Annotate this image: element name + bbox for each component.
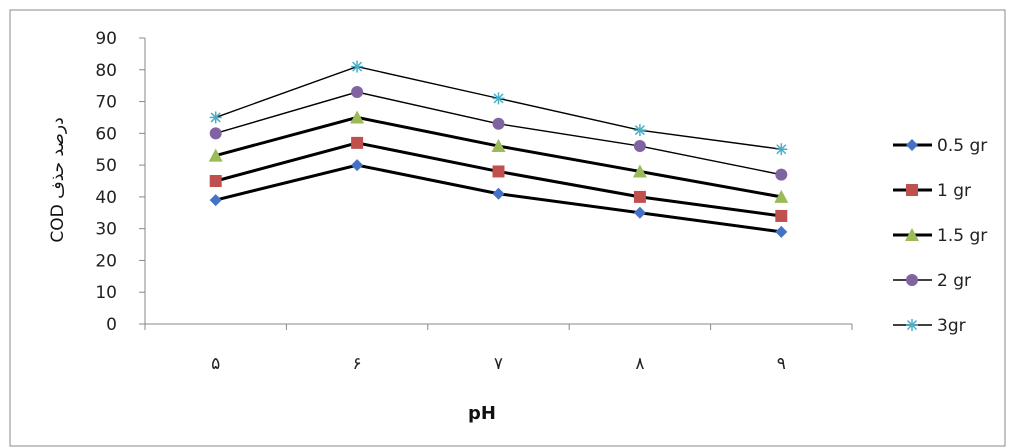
x-tick-label: ۸ — [635, 354, 644, 374]
data-point — [351, 136, 364, 149]
legend-marker — [906, 274, 918, 286]
data-point — [351, 60, 364, 73]
data-point — [775, 225, 788, 238]
data-point — [351, 86, 364, 99]
legend-label: 0.5 gr — [937, 136, 987, 156]
data-point — [209, 194, 222, 207]
series-3 — [208, 110, 789, 203]
legend-marker — [905, 228, 919, 241]
legend-entry: 1.5 gr — [893, 226, 987, 246]
data-point — [633, 124, 646, 137]
data-point — [209, 111, 222, 124]
legend-marker — [906, 184, 918, 196]
data-point — [209, 175, 222, 187]
data-point — [632, 164, 647, 178]
series-1 — [209, 159, 788, 238]
legend-marker — [906, 319, 918, 331]
legend-entry: 2 gr — [893, 271, 971, 291]
data-point — [633, 206, 646, 219]
x-tick-label: ۵ — [211, 354, 220, 374]
series-layer — [208, 60, 789, 238]
data-point — [775, 209, 788, 222]
data-point — [492, 187, 505, 200]
data-point — [775, 168, 788, 181]
chart-border — [9, 9, 1006, 447]
data-point — [350, 110, 365, 124]
y-tick-label: 70 — [95, 93, 117, 113]
legend-label: 1 gr — [937, 181, 971, 201]
legend-marker — [906, 139, 918, 151]
x-axis-title: pH — [468, 403, 496, 424]
data-point — [775, 143, 788, 156]
x-tick-label: ۷ — [494, 354, 503, 374]
data-point — [209, 127, 222, 140]
y-tick-label: 0 — [106, 315, 117, 335]
y-tick-label: 80 — [95, 61, 117, 81]
legend-label: 2 gr — [937, 271, 971, 291]
series-5 — [209, 60, 788, 156]
legend: 0.5 gr 1 gr 1.5 gr 2 gr 3gr — [893, 136, 987, 336]
data-point — [774, 189, 789, 203]
legend-entry: 1 gr — [893, 181, 971, 201]
y-tick-label: 90 — [95, 29, 117, 49]
data-point — [351, 159, 364, 172]
legend-label: 3gr — [937, 316, 966, 336]
data-point — [633, 190, 646, 203]
data-point — [492, 117, 505, 130]
data-point — [633, 140, 646, 153]
axes: 0 10 20 30 40 50 60 70 80 90 ۵ ۶ ۷ ۸ ۹ — [95, 29, 853, 374]
data-point — [491, 139, 506, 153]
data-point — [492, 165, 505, 178]
y-tick-label: 20 — [95, 251, 117, 271]
x-tick-label: ۶ — [353, 354, 362, 374]
y-tick-label: 50 — [95, 156, 117, 176]
legend-entry: 0.5 gr — [893, 136, 987, 156]
y-tick-label: 40 — [95, 188, 117, 208]
y-tick-label: 60 — [95, 124, 117, 144]
series-2 — [209, 136, 788, 222]
data-point — [492, 92, 505, 105]
data-point — [208, 148, 223, 162]
x-tick-label: ۹ — [777, 354, 786, 374]
y-tick-label: 30 — [95, 220, 117, 240]
y-tick-label: 10 — [95, 283, 117, 303]
series-4 — [209, 86, 788, 181]
legend-label: 1.5 gr — [937, 226, 987, 246]
legend-entry: 3gr — [893, 316, 966, 336]
y-axis-title: COD درصد حذف — [48, 117, 68, 242]
